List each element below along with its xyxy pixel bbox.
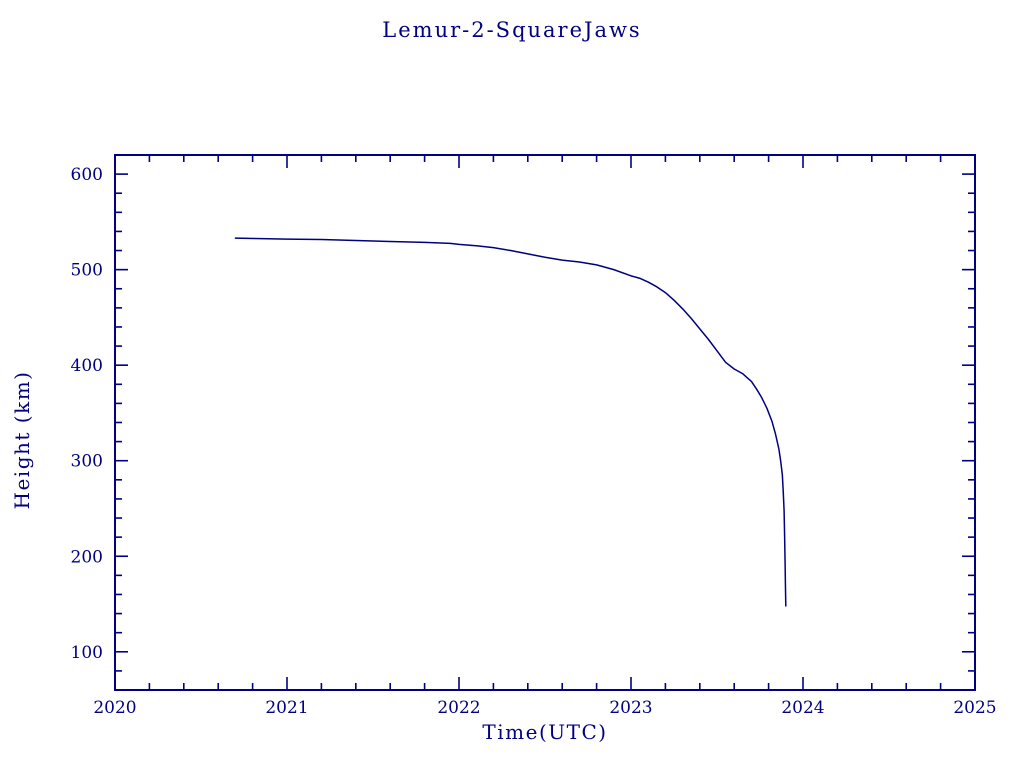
axis-ticks <box>114 155 976 690</box>
tick-labels: 2020 2021 2022 2023 2024 2025 100 200 300 400 500 6… <box>71 165 997 718</box>
x-axis-label: Time(UTC) <box>482 720 608 744</box>
chart-title: Lemur-2-SquareJaws <box>382 18 642 42</box>
y-tick-label: 100 <box>71 643 103 663</box>
y-tick-label: 600 <box>71 165 103 185</box>
y-tick-label: 400 <box>71 356 103 376</box>
x-tick-label: 2020 <box>93 698 136 718</box>
x-tick-label: 2022 <box>437 698 480 718</box>
x-tick-label: 2025 <box>953 698 996 718</box>
plot-frame <box>114 154 976 691</box>
y-tick-label: 500 <box>71 261 103 281</box>
x-tick-label: 2024 <box>781 698 824 718</box>
data-line <box>234 237 787 607</box>
y-tick-label: 300 <box>71 452 103 472</box>
x-tick-label: 2023 <box>609 698 652 718</box>
y-tick-label: 200 <box>71 547 103 567</box>
x-tick-label: 2021 <box>265 698 308 718</box>
